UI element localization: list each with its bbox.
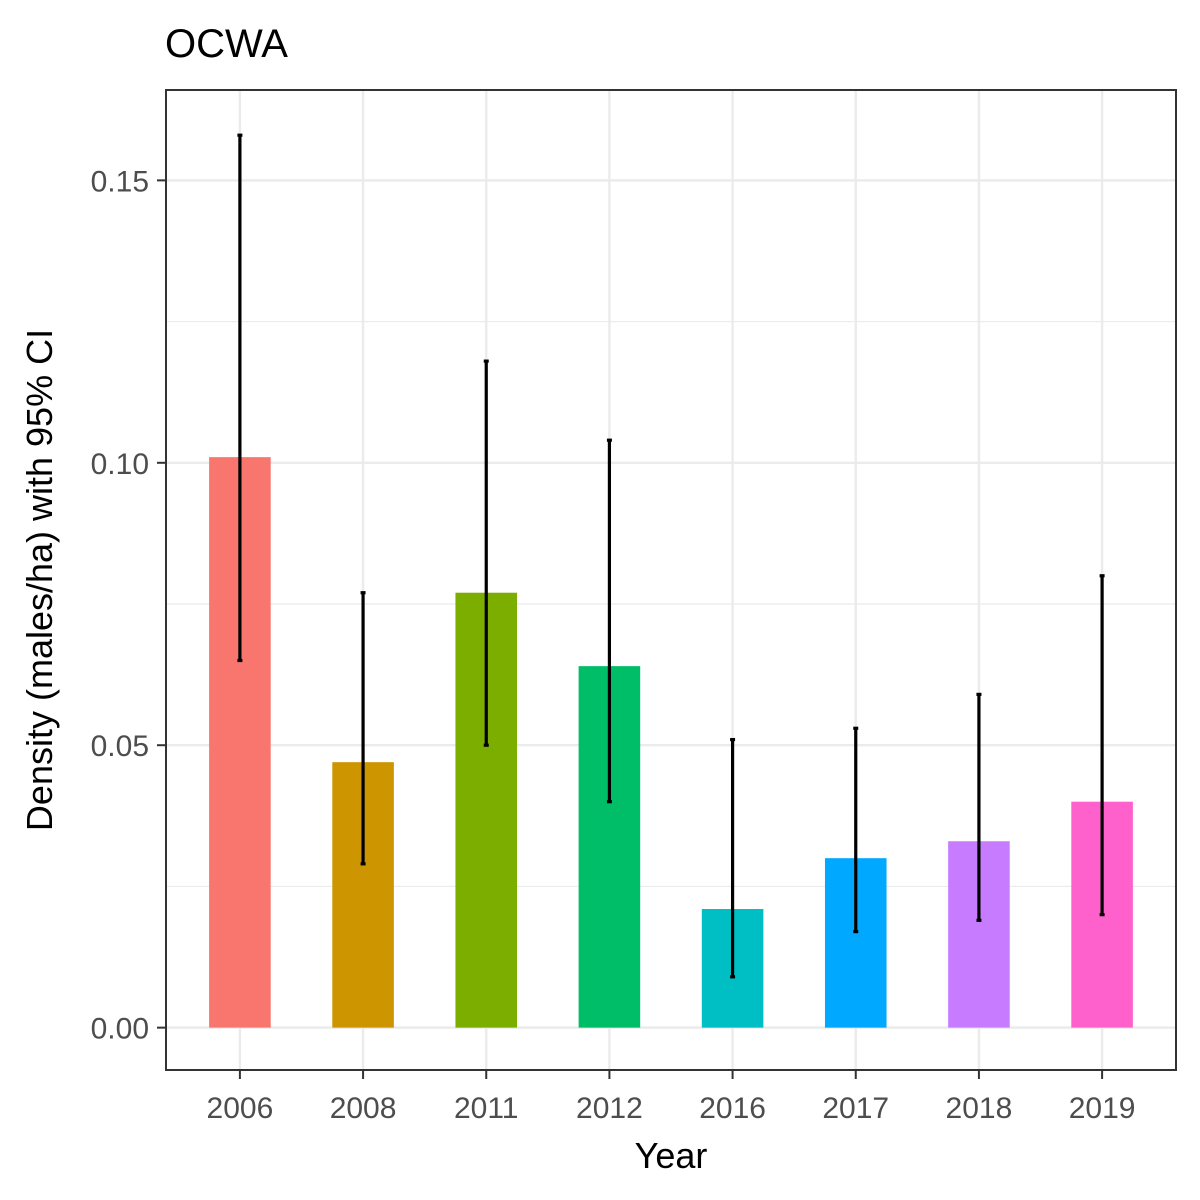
y-axis: 0.00 0.05 0.10 0.15 [91, 165, 166, 1046]
y-tick-label: 0.05 [91, 730, 149, 763]
x-tick-label: 2006 [207, 1092, 274, 1125]
x-tick-label: 2011 [454, 1092, 519, 1125]
plot-panel-border [165, 89, 1177, 1071]
x-axis: 2006 2008 2011 2012 2016 2017 2018 2019 [207, 1070, 1136, 1125]
bars [209, 457, 1133, 1028]
x-tick-label: 2016 [699, 1092, 766, 1125]
y-tick-label: 0.15 [91, 165, 149, 198]
y-tick-label: 0.10 [91, 448, 149, 481]
x-tick-label: 2012 [576, 1092, 643, 1125]
x-tick-label: 2017 [822, 1092, 889, 1125]
x-tick-label: 2018 [946, 1092, 1013, 1125]
x-axis-title: Year [635, 1135, 708, 1176]
x-tick-label: 2019 [1069, 1092, 1136, 1125]
chart-title: OCWA [165, 22, 288, 66]
y-axis-title: Density (males/ha) with 95% CI [19, 329, 60, 831]
y-tick-label: 0.00 [91, 1013, 149, 1046]
error-bars [237, 133, 1105, 979]
x-tick-label: 2008 [330, 1092, 397, 1125]
